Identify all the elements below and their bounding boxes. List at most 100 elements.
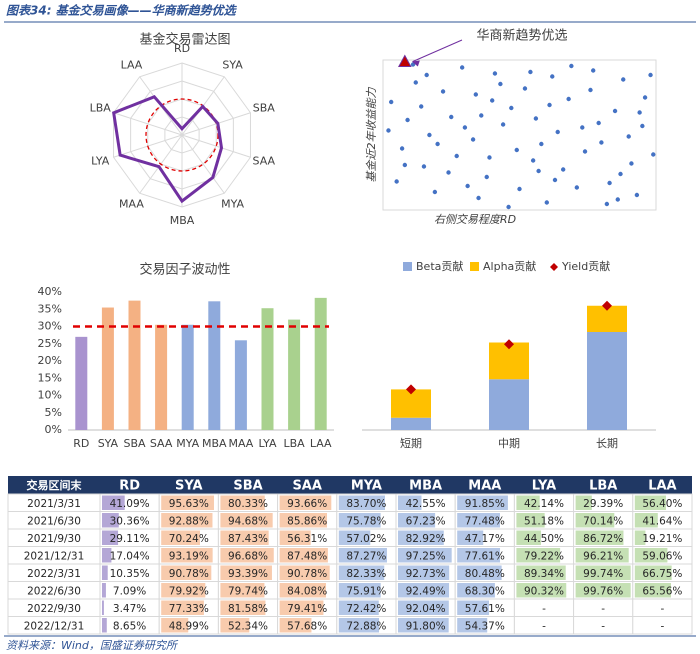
cell-bar bbox=[338, 618, 380, 633]
table-cell-text: 80.33% bbox=[228, 498, 268, 510]
point bbox=[560, 167, 566, 172]
cell-bar bbox=[457, 513, 500, 528]
x-tick-label: SBA bbox=[123, 437, 146, 450]
table-cell-text: 99.76% bbox=[583, 585, 623, 597]
x-axis-label: 右侧交易程度RD bbox=[434, 213, 516, 226]
cell-bar bbox=[102, 600, 104, 615]
table-cell-text: 57.68% bbox=[287, 620, 327, 632]
figure-title: 图表34: 基金交易画像——华商新趋势优选 bbox=[6, 4, 238, 18]
bar bbox=[101, 307, 114, 430]
radar-spoke bbox=[181, 112, 251, 136]
bar-title: 交易因子波动性 bbox=[139, 262, 230, 278]
cell-bar bbox=[398, 495, 422, 510]
radar-label: LYA bbox=[91, 155, 110, 168]
cell-bar bbox=[220, 583, 265, 598]
cell-bar bbox=[575, 513, 615, 528]
radar-label: LAA bbox=[121, 58, 143, 71]
cell-bar bbox=[279, 513, 327, 528]
table-cell-text: 79.41% bbox=[287, 603, 327, 615]
radar-label: MBA bbox=[170, 214, 195, 227]
cell-bar bbox=[161, 495, 214, 510]
point bbox=[599, 140, 604, 145]
table-cell-text: 94.68% bbox=[228, 515, 268, 527]
table-cell bbox=[632, 616, 693, 635]
x-tick-label: LBA bbox=[283, 437, 305, 450]
bar bbox=[181, 324, 194, 430]
point bbox=[405, 117, 410, 123]
table-cell-text: 42.55% bbox=[406, 498, 446, 510]
table-cell-text: 92.49% bbox=[406, 585, 446, 597]
point bbox=[435, 141, 440, 147]
table-cell-text: 67.23% bbox=[406, 515, 446, 527]
source: 资料来源：Wind，国盛证券研究所 bbox=[6, 639, 179, 652]
cell-bar bbox=[161, 565, 212, 580]
point bbox=[552, 177, 558, 183]
table-cell-text: 2021/9/30 bbox=[27, 533, 81, 545]
table-header: LAA bbox=[648, 479, 676, 494]
table-header: RD bbox=[119, 479, 140, 494]
cell-bar bbox=[102, 513, 119, 528]
y-axis-label: 基金近2年收益能力 bbox=[365, 87, 378, 183]
y-tick-label: 40% bbox=[38, 285, 62, 298]
table-cell-text: 70.24% bbox=[169, 533, 209, 545]
point bbox=[419, 104, 424, 109]
table-cell-text: 29.39% bbox=[583, 498, 623, 510]
bar bbox=[128, 300, 141, 430]
cell-bar bbox=[338, 530, 371, 545]
table-cell-text: 87.43% bbox=[228, 533, 268, 545]
cell-bar bbox=[161, 583, 206, 598]
point bbox=[487, 155, 492, 160]
cell-bar bbox=[398, 513, 436, 528]
cell-bar bbox=[398, 565, 450, 580]
point bbox=[536, 168, 541, 174]
radar-spoke bbox=[181, 134, 225, 194]
table-cell-text: 2021/3/31 bbox=[27, 498, 81, 510]
x-tick-label: MAA bbox=[228, 437, 253, 450]
point bbox=[651, 152, 656, 157]
cell-bar bbox=[575, 548, 629, 563]
table-cell-text: 79.22% bbox=[524, 550, 564, 562]
bar bbox=[75, 336, 88, 430]
table-cell-text: 87.27% bbox=[346, 550, 386, 562]
table-cell-text: 96.68% bbox=[228, 550, 268, 562]
annotation: 华商新趋势优选 bbox=[476, 28, 567, 44]
table-header: SBA bbox=[233, 479, 262, 494]
table-cell-text: 93.39% bbox=[228, 568, 268, 580]
table-cell-text: 85.86% bbox=[287, 515, 327, 527]
point bbox=[607, 180, 612, 186]
cell-bar bbox=[279, 530, 311, 545]
table-cell-text: 72.42% bbox=[346, 603, 386, 615]
point bbox=[492, 71, 498, 76]
cell-bar bbox=[457, 600, 490, 615]
table-cell-text: 44.50% bbox=[524, 533, 564, 545]
x-tick-label: LAA bbox=[310, 437, 332, 450]
y-tick-label: 15% bbox=[38, 371, 62, 384]
x-tick-label: SYA bbox=[98, 437, 119, 450]
cell-bar bbox=[457, 548, 501, 563]
point bbox=[596, 120, 601, 126]
point bbox=[470, 137, 476, 142]
radar-label: MAA bbox=[119, 198, 144, 211]
table-cell-text: - bbox=[601, 603, 605, 615]
cell-bar bbox=[102, 618, 107, 633]
table-cell-text: 2022/9/30 bbox=[27, 603, 81, 615]
point bbox=[473, 92, 479, 97]
cell-bar bbox=[161, 600, 204, 615]
table-cell-text: 92.73% bbox=[406, 568, 446, 580]
cell-bar bbox=[102, 530, 119, 545]
table-cell-text: 93.19% bbox=[169, 550, 209, 562]
table-cell-text: 84.08% bbox=[287, 585, 327, 597]
point bbox=[530, 158, 536, 163]
point bbox=[637, 110, 642, 115]
table-cell-text: 52.34% bbox=[228, 620, 268, 632]
cell-bar bbox=[279, 618, 312, 633]
arrow-head bbox=[411, 60, 420, 67]
cell-bar bbox=[279, 565, 330, 580]
cell-bar bbox=[220, 530, 269, 545]
cell-bar bbox=[220, 513, 273, 528]
highlight-marker bbox=[397, 54, 412, 67]
point bbox=[569, 63, 574, 69]
cell-bar bbox=[102, 548, 112, 563]
point bbox=[604, 201, 610, 207]
point bbox=[432, 189, 438, 195]
